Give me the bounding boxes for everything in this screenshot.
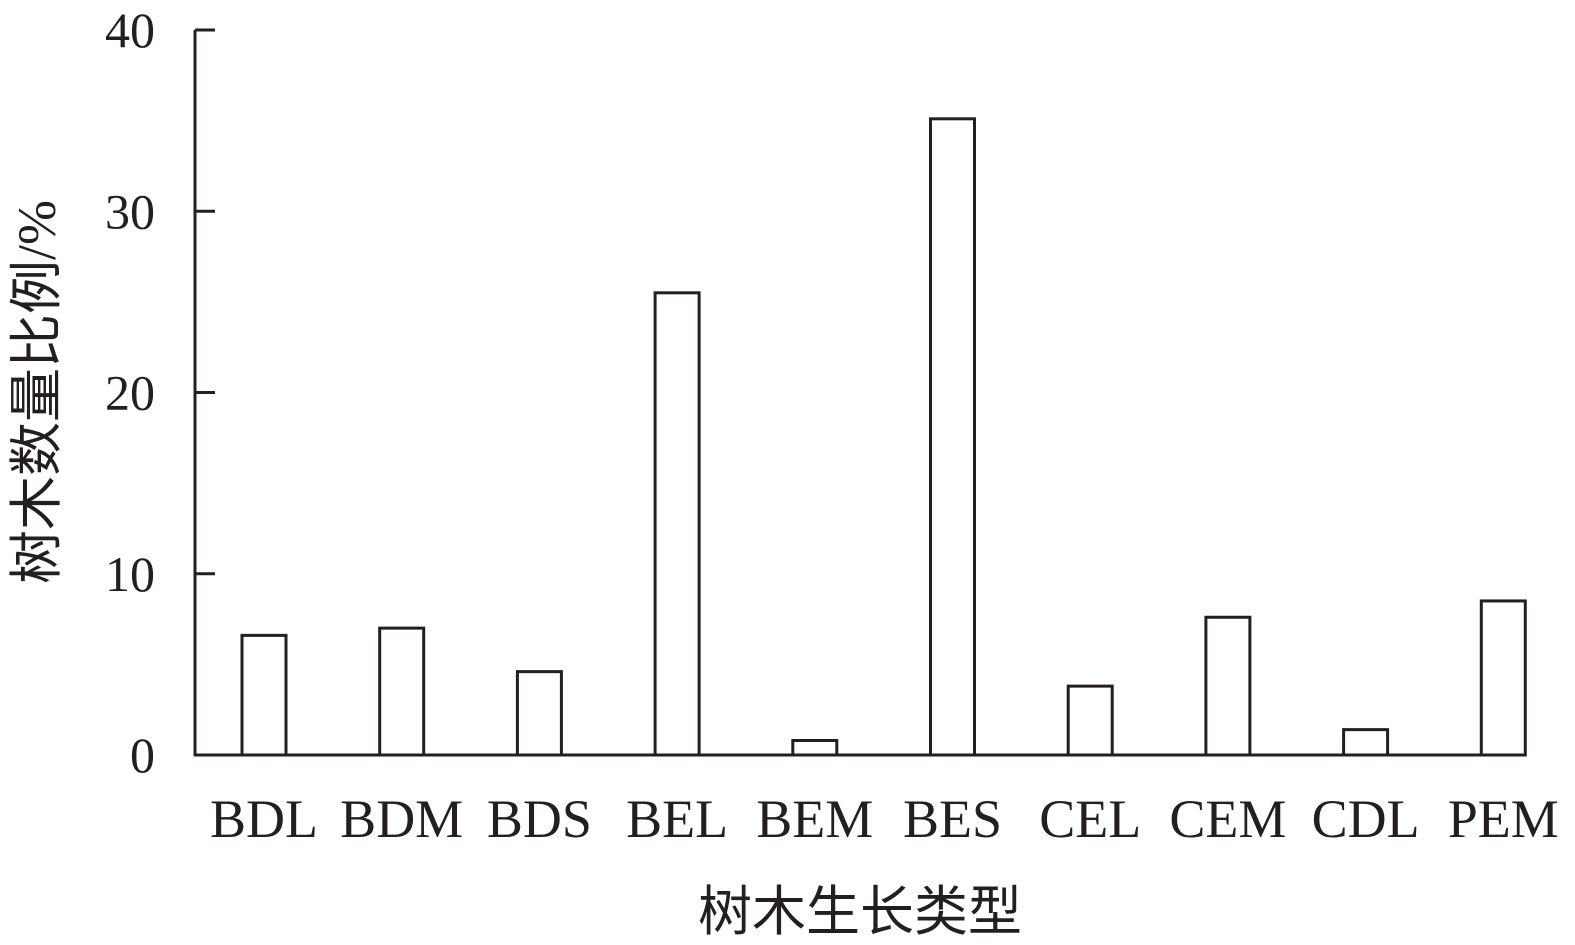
x-axis-label: 树木生长类型 (698, 882, 1022, 942)
bar-bdl (240, 633, 288, 757)
y-tick-label: 20 (105, 365, 155, 421)
x-tick-label: BDL (210, 789, 318, 849)
y-tick-label: 0 (130, 727, 155, 783)
bar-bds (515, 670, 563, 757)
x-tick-label: PEM (1448, 789, 1559, 849)
x-tick-label: BDS (487, 789, 592, 849)
bar-pem (1479, 599, 1527, 757)
y-tick-label: 30 (105, 183, 155, 239)
bar-cdl (1342, 728, 1390, 757)
bar-bdm (378, 626, 426, 757)
x-tick-label: BEM (756, 789, 873, 849)
bar-bel (653, 291, 701, 757)
x-tick-label: CDL (1312, 789, 1420, 849)
bar-bes (929, 117, 976, 757)
x-tick-label: BDM (340, 789, 463, 849)
bar-cel (1066, 684, 1114, 757)
bar-cem (1204, 615, 1252, 757)
x-tick-label: BES (903, 789, 1002, 849)
y-tick-label: 40 (105, 2, 155, 58)
y-tick-label: 10 (105, 546, 155, 602)
x-tick-label: CEL (1039, 789, 1141, 849)
y-axis-label: 树木数量比例/% (7, 200, 67, 584)
x-tick-label: CEM (1169, 789, 1286, 849)
bar-bem (791, 739, 839, 757)
x-tick-label: BEL (626, 789, 728, 849)
